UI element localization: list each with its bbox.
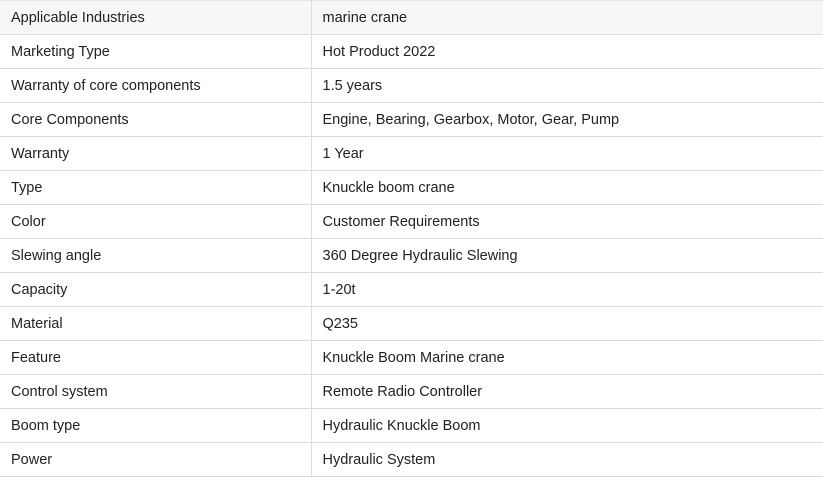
spec-value: 1.5 years bbox=[310, 68, 823, 103]
spec-label: Warranty bbox=[0, 136, 312, 171]
table-row: Capacity 1-20t bbox=[0, 272, 823, 307]
table-row: Material Q235 bbox=[0, 306, 823, 341]
spec-label: Color bbox=[0, 204, 312, 239]
spec-value: 1 Year bbox=[310, 136, 823, 171]
table-row: Control system Remote Radio Controller bbox=[0, 374, 823, 409]
spec-label: Core Components bbox=[0, 102, 312, 137]
table-row: Slewing angle 360 Degree Hydraulic Slewin… bbox=[0, 238, 823, 273]
spec-label: Applicable Industries bbox=[0, 0, 312, 35]
table-row: Applicable Industries marine crane bbox=[0, 0, 823, 35]
spec-value: Q235 bbox=[310, 306, 823, 341]
spec-label: Feature bbox=[0, 340, 312, 375]
spec-value: Hydraulic Knuckle Boom bbox=[310, 408, 823, 443]
spec-value: 360 Degree Hydraulic Slewing bbox=[310, 238, 823, 273]
spec-value: Customer Requirements bbox=[310, 204, 823, 239]
spec-value: Knuckle Boom Marine crane bbox=[310, 340, 823, 375]
spec-value: marine crane bbox=[310, 0, 823, 35]
spec-label: Power bbox=[0, 442, 312, 477]
table-row: Warranty 1 Year bbox=[0, 136, 823, 171]
table-row: Type Knuckle boom crane bbox=[0, 170, 823, 205]
table-row: Power Hydraulic System bbox=[0, 442, 823, 477]
table-row: Warranty of core components 1.5 years bbox=[0, 68, 823, 103]
spec-value: Hydraulic System bbox=[310, 442, 823, 477]
spec-value: Remote Radio Controller bbox=[310, 374, 823, 409]
table-row: Boom type Hydraulic Knuckle Boom bbox=[0, 408, 823, 443]
spec-label: Slewing angle bbox=[0, 238, 312, 273]
table-row: Feature Knuckle Boom Marine crane bbox=[0, 340, 823, 375]
spec-value: Engine, Bearing, Gearbox, Motor, Gear, P… bbox=[310, 102, 823, 137]
table-row: Color Customer Requirements bbox=[0, 204, 823, 239]
table-row: Core Components Engine, Bearing, Gearbox,… bbox=[0, 102, 823, 137]
spec-label: Control system bbox=[0, 374, 312, 409]
spec-value: Knuckle boom crane bbox=[310, 170, 823, 205]
spec-value: 1-20t bbox=[310, 272, 823, 307]
spec-label: Boom type bbox=[0, 408, 312, 443]
spec-label: Material bbox=[0, 306, 312, 341]
spec-table: Applicable Industries marine crane Marketi… bbox=[0, 0, 823, 477]
table-row: Marketing Type Hot Product 2022 bbox=[0, 34, 823, 69]
spec-label: Warranty of core components bbox=[0, 68, 312, 103]
spec-label: Capacity bbox=[0, 272, 312, 307]
spec-value: Hot Product 2022 bbox=[310, 34, 823, 69]
spec-label: Type bbox=[0, 170, 312, 205]
spec-label: Marketing Type bbox=[0, 34, 312, 69]
